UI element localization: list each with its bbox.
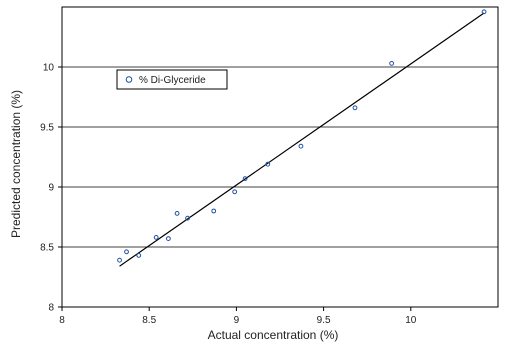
data-point [389, 61, 395, 66]
y-tick-label: 9 [48, 183, 54, 194]
x-axis-ticks: 8 8.5 9 9.5 10 [59, 307, 417, 326]
x-axis-label: Actual concentration (%) [208, 328, 339, 342]
data-point [211, 208, 217, 214]
data-point [242, 176, 248, 182]
y-axis-label: Predicted concentration (%) [9, 90, 23, 238]
data-point [153, 235, 159, 240]
plot-frame [61, 6, 499, 308]
x-tick-label: 10 [405, 315, 417, 326]
y-tick-label: 10 [43, 63, 55, 74]
y-axis-ticks: 8 8.5 9 9.5 10 [40, 63, 62, 314]
x-tick-label: 8 [59, 315, 65, 326]
x-tick-label: 9.5 [317, 315, 331, 326]
x-tick-label: 9 [234, 315, 240, 326]
data-point [174, 211, 180, 216]
legend-entry-label: % Di-Glyceride [139, 75, 206, 86]
data-point [117, 257, 122, 263]
data-point [298, 143, 304, 149]
data-point [124, 249, 129, 255]
y-tick-label: 8 [48, 303, 54, 314]
data-point [185, 215, 190, 221]
y-tick-label: 9.5 [40, 123, 54, 134]
gridlines [62, 66, 498, 248]
legend: % Di-Glyceride [116, 69, 228, 90]
data-point [352, 105, 358, 111]
data-point [232, 189, 238, 195]
data-point [481, 9, 487, 15]
x-tick-label: 8.5 [142, 315, 156, 326]
data-point [265, 161, 271, 167]
legend-box [116, 69, 228, 90]
legend-marker [125, 76, 133, 83]
data-point [165, 236, 171, 242]
regression-line [119, 12, 485, 267]
y-tick-label: 8.5 [40, 243, 54, 254]
data-point [136, 253, 142, 258]
data-points [117, 9, 487, 263]
